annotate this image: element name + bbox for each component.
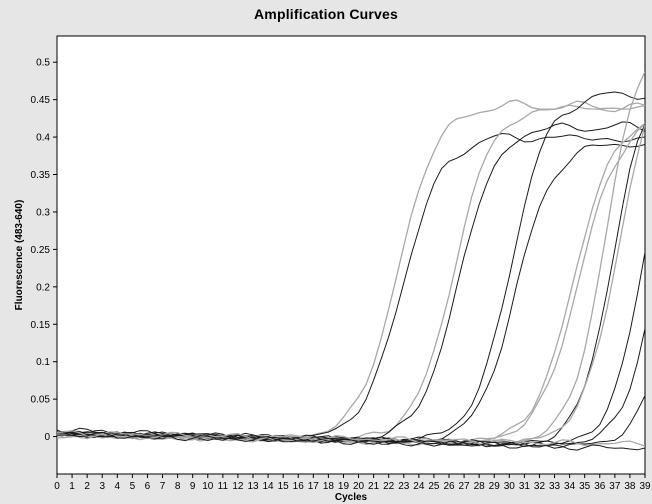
x-tick-label: 35 (579, 481, 591, 492)
x-tick-label: 33 (549, 481, 561, 492)
x-tick-label: 34 (564, 481, 576, 492)
x-tick-label: 18 (323, 481, 335, 492)
x-tick-label: 17 (308, 481, 320, 492)
chart-title: Amplification Curves (253, 6, 399, 22)
y-tick-label: 0.25 (31, 245, 51, 256)
x-tick-label: 4 (115, 481, 121, 492)
x-tick-label: 27 (459, 481, 471, 492)
x-tick-label: 16 (293, 481, 305, 492)
x-tick-label: 9 (190, 481, 196, 492)
x-tick-label: 39 (639, 481, 651, 492)
x-tick-label: 12 (232, 481, 244, 492)
x-tick-label: 21 (368, 481, 380, 492)
tick-layer: 0 1 2 3 4 5 6 7 8 9 10 11 12 13 14 15 16 17 18 19 20 21 22 23 24… (31, 58, 651, 492)
x-tick-label: 37 (609, 481, 621, 492)
y-axis-label: Fluorescence (483-640) (14, 200, 25, 311)
y-tick-label: 0.3 (36, 207, 50, 218)
plot-area (56, 35, 646, 475)
x-tick-label: 32 (534, 481, 546, 492)
x-tick-label: 31 (519, 481, 531, 492)
y-tick-label: 0.5 (36, 58, 50, 69)
x-tick-label: 29 (489, 481, 501, 492)
y-tick-label: 0.2 (36, 282, 50, 293)
y-tick-label: 0 (44, 432, 50, 443)
x-tick-label: 22 (383, 481, 395, 492)
x-tick-label: 8 (175, 481, 181, 492)
y-tick-label: 0.15 (31, 320, 51, 331)
x-tick-label: 3 (99, 481, 105, 492)
x-tick-label: 38 (624, 481, 636, 492)
x-tick-label: 11 (218, 481, 229, 492)
x-tick-label: 13 (247, 481, 259, 492)
x-tick-label: 5 (130, 481, 136, 492)
x-tick-label: 28 (474, 481, 486, 492)
x-tick-label: 10 (202, 481, 214, 492)
y-tick-label: 0.4 (36, 133, 50, 144)
series-layer (57, 71, 645, 451)
amplification-curve (57, 431, 645, 451)
x-tick-label: 36 (594, 481, 606, 492)
amplification-curve (57, 430, 645, 447)
x-tick-label: 7 (160, 481, 166, 492)
x-tick-label: 30 (504, 481, 516, 492)
amplification-curve (57, 328, 645, 448)
x-tick-label: 19 (338, 481, 350, 492)
x-tick-label: 25 (428, 481, 440, 492)
x-tick-label: 6 (145, 481, 151, 492)
y-tick-label: 0.35 (31, 170, 51, 181)
y-tick-label: 0.05 (31, 395, 51, 406)
x-tick-label: 26 (443, 481, 455, 492)
x-tick-label: 0 (54, 481, 60, 492)
y-tick-label: 0.1 (36, 357, 50, 368)
x-tick-label: 2 (84, 481, 90, 492)
x-axis-label: Cycles (335, 492, 368, 503)
x-tick-label: 20 (353, 481, 365, 492)
x-tick-label: 15 (278, 481, 290, 492)
x-tick-label: 14 (263, 481, 275, 492)
y-tick-label: 0.45 (31, 95, 51, 106)
x-tick-label: 24 (413, 481, 425, 492)
x-tick-label: 23 (398, 481, 410, 492)
x-tick-label: 1 (69, 481, 75, 492)
